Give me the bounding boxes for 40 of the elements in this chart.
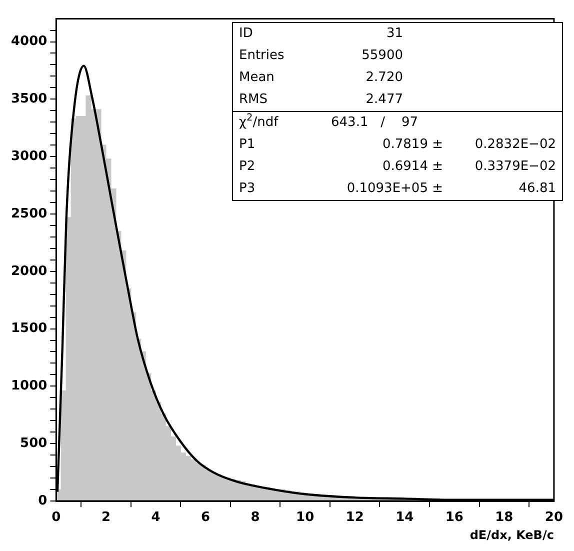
x-tick-label: 10	[296, 510, 314, 526]
annotation: RMS	[239, 91, 269, 109]
y-tick-label: 3500	[10, 92, 48, 107]
x-tick-label: 4	[151, 510, 160, 526]
y-tick-label: 2000	[10, 264, 48, 279]
y-tick-label: 2500	[10, 206, 48, 222]
annotation: P3	[239, 180, 256, 198]
annotation: 2.477	[364, 91, 403, 109]
annotation: Mean	[239, 69, 276, 87]
annotation: P2	[239, 158, 256, 176]
annotation: ID	[239, 25, 254, 43]
annotation: 31	[385, 25, 403, 43]
x-tick-label: 0	[52, 510, 61, 526]
x-axis-title: dE/dx, KeB/c	[470, 528, 554, 542]
x-tick-label: 2	[101, 510, 110, 526]
x-tick-label: 18	[495, 510, 514, 526]
x-tick-label: 12	[346, 510, 364, 526]
y-tick-label: 1000	[10, 378, 48, 394]
annotation: χ$^{2}$/ndf	[239, 112, 280, 132]
annotation: 0.3379E−02	[474, 158, 556, 176]
x-tick-label: 14	[396, 510, 414, 526]
annotation: 0.6914 ±	[381, 158, 443, 176]
annotation: 0.7819 ±	[381, 136, 443, 154]
y-tick-label: 4000	[10, 34, 48, 50]
y-tick-label: 1500	[10, 321, 48, 336]
annotation: 55900	[360, 47, 403, 65]
annotation: 0.2832E−02	[474, 136, 556, 154]
y-tick-label: 3000	[10, 148, 48, 164]
x-tick-label: 16	[445, 510, 464, 526]
annotation: 46.81	[518, 180, 556, 198]
annotation: 2.720	[364, 69, 403, 87]
annotation: 0.1093E+05 ±	[346, 180, 443, 198]
x-tick-label: 20	[544, 510, 563, 526]
y-tick-label: 500	[20, 436, 48, 451]
x-tick-label: 8	[250, 510, 260, 526]
y-tick-label: 0	[38, 493, 48, 508]
annotation: 643.1 / 97	[330, 114, 420, 132]
annotation: P1	[239, 136, 256, 154]
annotation: Entries	[239, 47, 286, 65]
x-tick-label: 6	[200, 510, 210, 526]
